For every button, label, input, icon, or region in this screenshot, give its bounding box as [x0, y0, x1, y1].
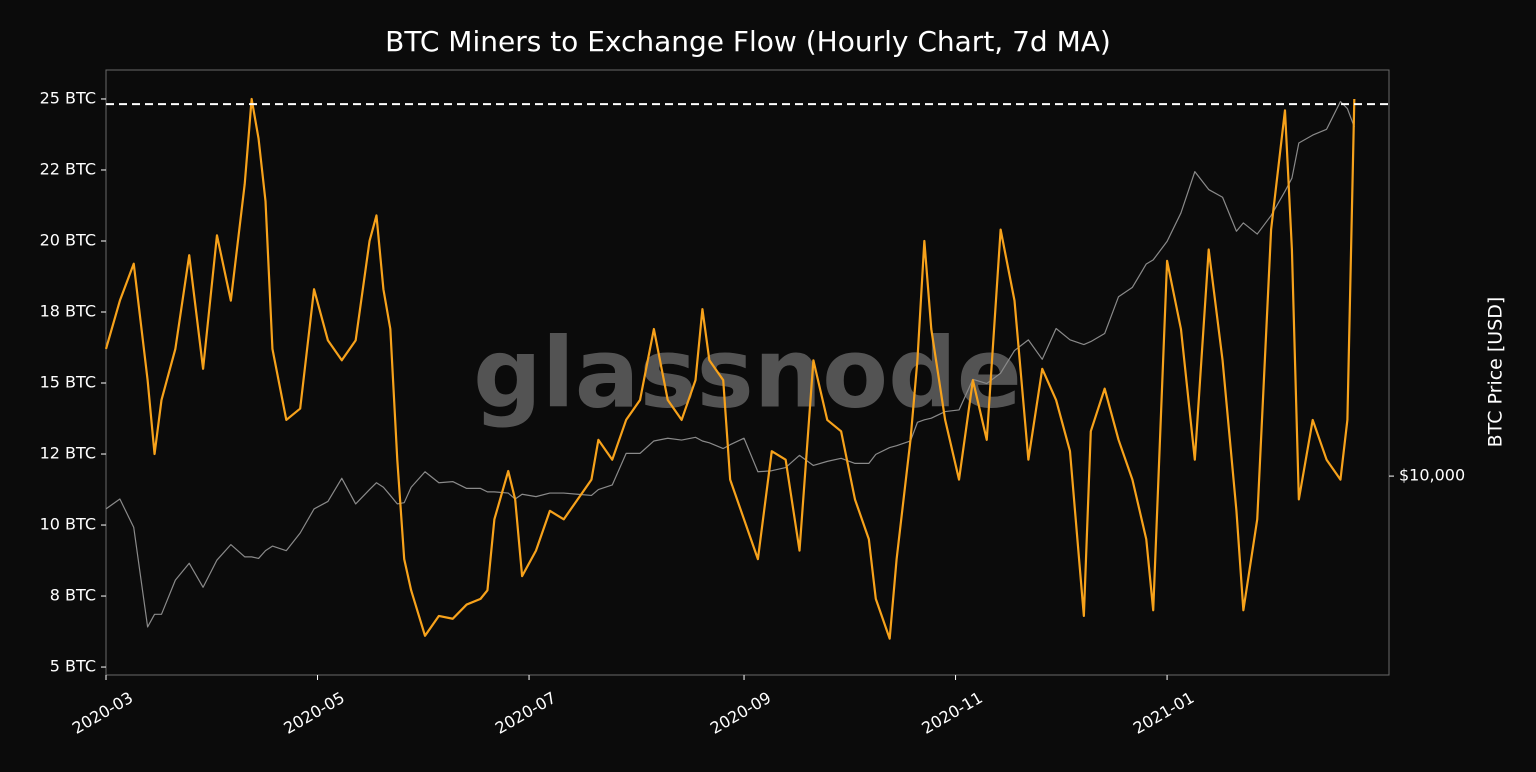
chart-title: BTC Miners to Exchange Flow (Hourly Char… [385, 25, 1111, 58]
y-tick-label: 20 BTC [40, 230, 96, 249]
plot-area [105, 69, 1390, 676]
y-tick-label: 5 BTC [50, 657, 96, 676]
y2-axis-label: BTC Price [USD] [1485, 297, 1507, 448]
y-tick-label: 10 BTC [40, 515, 96, 534]
y-tick-label: 8 BTC [50, 586, 96, 605]
series-line [105, 100, 1355, 628]
y2-tick-label: $10,000 [1399, 466, 1465, 485]
series-line [104, 97, 1356, 640]
y-tick-label: 15 BTC [40, 373, 96, 392]
y-tick-label: 12 BTC [40, 444, 96, 463]
y-tick-label: 25 BTC [40, 88, 96, 107]
y-tick-label: 22 BTC [40, 159, 96, 178]
watermark: glassnode [473, 317, 1022, 429]
y-tick-label: 18 BTC [40, 302, 96, 321]
